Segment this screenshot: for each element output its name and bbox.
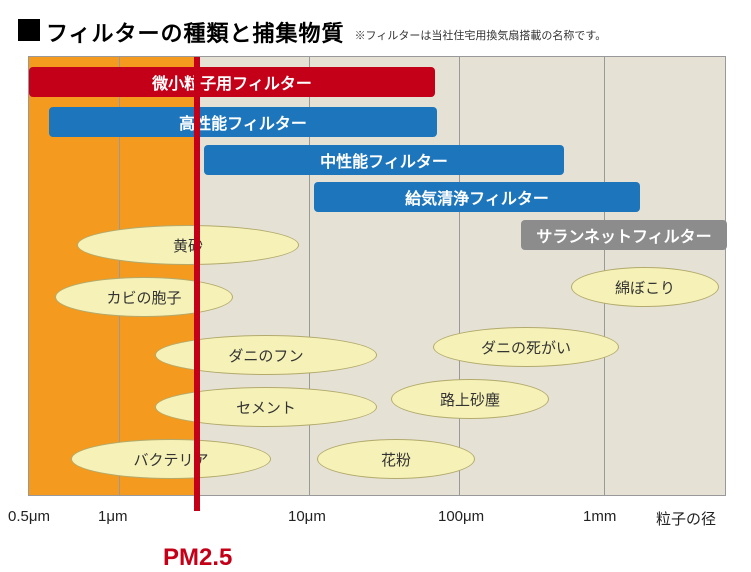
filter-bar: 高性能フィルター xyxy=(49,107,437,137)
particle-ellipse: 綿ぼこり xyxy=(571,267,719,307)
filter-bar: 中性能フィルター xyxy=(204,145,564,175)
header: フィルターの種類と捕集物質 ※フィルターは当社住宅用換気扇搭載の名称です。 xyxy=(0,0,751,48)
particle-ellipse: 花粉 xyxy=(317,439,475,479)
axis-tick-label: 10μm xyxy=(288,508,326,525)
filter-bar: 給気清浄フィルター xyxy=(314,182,640,212)
particle-ellipse: 黄砂 xyxy=(77,225,299,265)
particle-ellipse: バクテリア xyxy=(71,439,271,479)
pm25-label: PM2.5 xyxy=(163,544,232,572)
page-title: フィルターの種類と捕集物質 xyxy=(46,16,345,48)
axis-tick-label: 1μm xyxy=(98,508,127,525)
particle-ellipse: ダニのフン xyxy=(155,335,377,375)
axis-tick-label: 100μm xyxy=(438,508,484,525)
particle-ellipse: 路上砂塵 xyxy=(391,379,549,419)
pm25-line xyxy=(194,57,200,511)
particle-ellipse: セメント xyxy=(155,387,377,427)
particle-ellipse: カビの胞子 xyxy=(55,277,233,317)
filter-bar: サランネットフィルター xyxy=(521,220,727,250)
axis-tick-label: 粒子の径 xyxy=(656,508,716,529)
particle-ellipse: ダニの死がい xyxy=(433,327,619,367)
title-note: ※フィルターは当社住宅用換気扇搭載の名称です。 xyxy=(355,27,607,43)
title-square-icon xyxy=(18,19,40,41)
filter-chart: 微小粒子用フィルター高性能フィルター中性能フィルター給気清浄フィルターサランネッ… xyxy=(28,56,726,496)
grid-line xyxy=(459,57,460,495)
axis-tick-label: 1mm xyxy=(583,508,616,525)
axis-tick-label: 0.5μm xyxy=(8,508,50,525)
filter-bar: 微小粒子用フィルター xyxy=(29,67,435,97)
